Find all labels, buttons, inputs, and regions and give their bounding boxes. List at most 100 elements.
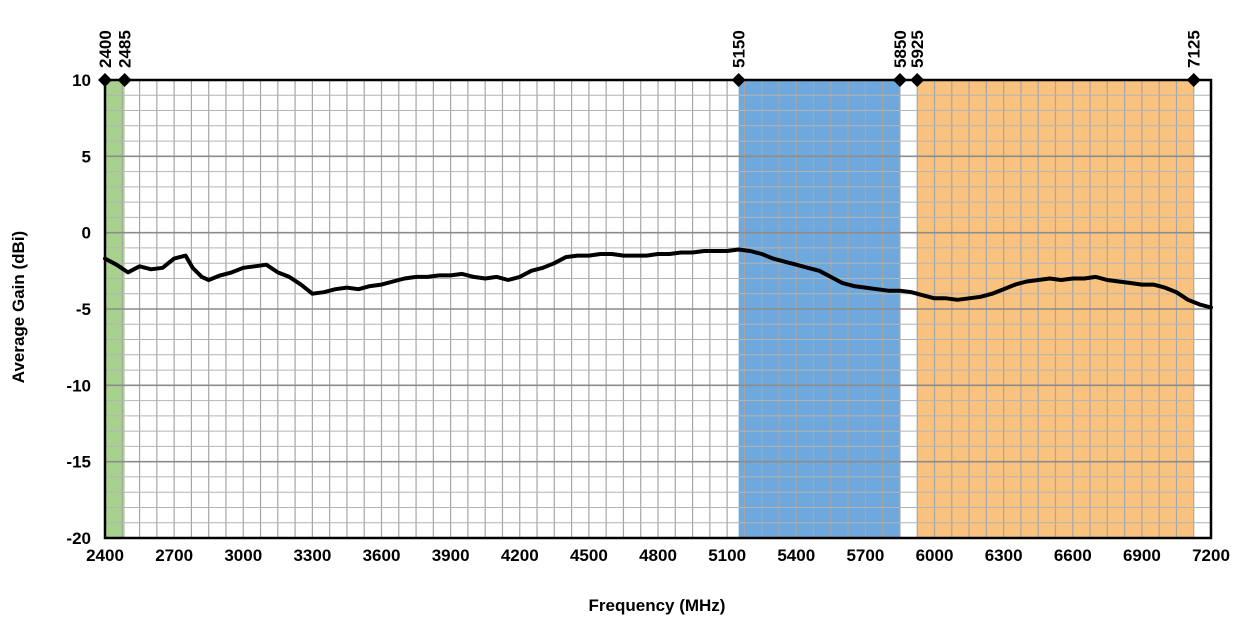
data-point — [310, 292, 314, 296]
x-tick-label: 5400 — [777, 546, 815, 565]
x-tick-label: 2700 — [155, 546, 193, 565]
data-point — [230, 270, 234, 274]
data-point — [218, 273, 222, 278]
data-point — [886, 289, 891, 293]
data-point — [667, 252, 672, 256]
data-point — [737, 247, 741, 252]
data-point — [190, 266, 195, 270]
data-point — [333, 287, 338, 291]
x-axis-ticks: 2400 2700 3000 3300 3600 3900 4200 4500 4800 5100… — [86, 546, 1230, 565]
data-point — [748, 249, 752, 253]
data-point — [598, 252, 602, 256]
data-point — [472, 275, 476, 279]
data-point — [690, 250, 695, 255]
data-point — [990, 292, 994, 296]
data-point — [1174, 290, 1179, 294]
data-point — [1036, 278, 1040, 282]
data-point — [264, 263, 268, 267]
data-point — [379, 282, 384, 287]
band-edge-marker — [910, 73, 925, 87]
data-point — [817, 269, 821, 273]
x-axis-title: Frequency (MHz) — [589, 596, 726, 615]
data-point — [863, 286, 867, 290]
data-point — [1059, 278, 1063, 282]
data-point — [161, 266, 165, 270]
x-tick-label: 6600 — [1054, 546, 1092, 565]
data-point — [587, 253, 591, 258]
data-point — [345, 286, 349, 290]
band-edge-label: 2400 — [96, 30, 115, 68]
data-point — [114, 263, 119, 267]
data-point — [714, 249, 718, 253]
data-point — [760, 252, 764, 256]
data-point — [1013, 282, 1017, 287]
x-tick-label: 4800 — [639, 546, 677, 565]
data-point — [898, 289, 902, 293]
data-point — [1151, 282, 1155, 287]
x-tick-label: 3300 — [293, 546, 331, 565]
gain-series — [103, 247, 1213, 310]
data-point — [368, 284, 372, 288]
data-point — [402, 276, 407, 281]
y-axis-title: Average Gain (dBi) — [9, 231, 28, 383]
data-point — [276, 270, 280, 274]
data-point — [172, 257, 176, 261]
x-tick-label: 7200 — [1192, 546, 1230, 565]
band-edge-marker — [892, 73, 907, 87]
grid — [103, 78, 1213, 540]
x-tick-label: 3000 — [224, 546, 262, 565]
data-point — [1094, 275, 1098, 279]
y-tick-label: -20 — [66, 529, 91, 548]
data-point — [794, 263, 798, 267]
data-point — [875, 287, 879, 291]
data-point — [564, 255, 568, 259]
data-point — [207, 278, 211, 282]
band-edge-label: 5925 — [908, 30, 927, 68]
data-point — [253, 264, 257, 268]
x-tick-label: 4200 — [501, 546, 539, 565]
y-tick-label: 5 — [82, 147, 91, 166]
y-tick-label: -5 — [76, 300, 91, 319]
band-edge-label: 2485 — [116, 30, 135, 68]
data-point — [1163, 286, 1167, 290]
data-point — [921, 293, 925, 297]
data-point — [1117, 279, 1121, 284]
data-point — [829, 275, 833, 279]
data-point — [633, 253, 637, 258]
data-point — [679, 250, 683, 255]
data-point — [725, 249, 729, 253]
data-point — [149, 267, 153, 271]
data-point — [967, 296, 971, 300]
data-point — [541, 266, 545, 270]
data-point — [1186, 298, 1190, 302]
band-edge-label: 5150 — [730, 30, 749, 68]
data-point — [1105, 278, 1109, 282]
data-point — [1048, 276, 1052, 281]
x-tick-label: 2400 — [86, 546, 124, 565]
data-point — [322, 290, 326, 294]
data-point — [1209, 305, 1213, 310]
data-point — [702, 249, 706, 253]
data-point — [1071, 276, 1075, 281]
data-point — [1025, 279, 1029, 284]
band-edge-label: 7125 — [1185, 30, 1204, 68]
data-point — [575, 253, 579, 258]
data-point — [1002, 287, 1006, 291]
data-point — [414, 275, 418, 279]
data-point — [529, 269, 533, 273]
data-point — [391, 279, 395, 284]
data-point — [944, 296, 948, 300]
data-point — [241, 266, 245, 270]
data-point — [552, 261, 556, 265]
y-tick-label: 0 — [82, 224, 91, 243]
y-axis-ticks: -20 -15 -10 -5 0 5 10 — [66, 71, 91, 548]
data-point — [483, 276, 487, 281]
data-point — [621, 253, 626, 258]
data-point — [437, 273, 441, 278]
x-tick-label: 5100 — [708, 546, 746, 565]
series-line-0 — [103, 247, 1213, 310]
data-point — [299, 282, 303, 287]
x-tick-label: 3600 — [363, 546, 401, 565]
